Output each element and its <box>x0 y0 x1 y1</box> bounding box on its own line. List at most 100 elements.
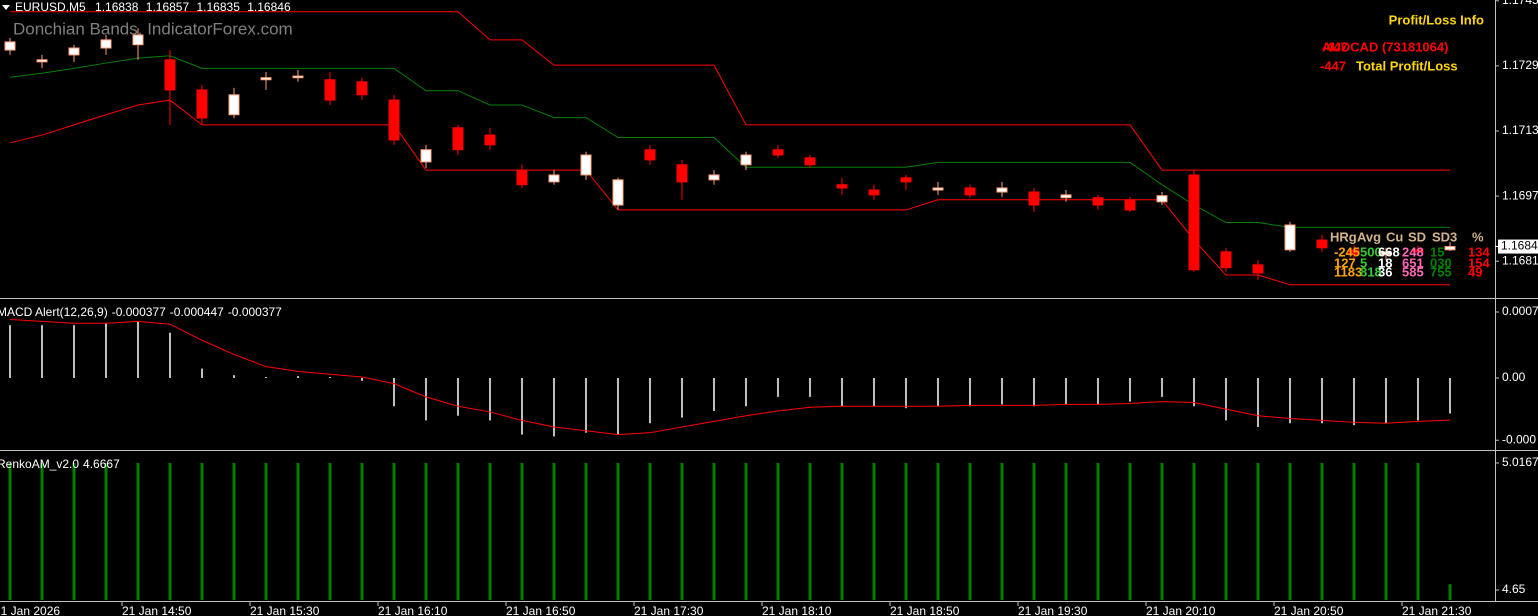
candle-body <box>196 89 208 119</box>
y-tick-label: 1.1745 <box>1502 0 1538 7</box>
candle-body <box>1156 195 1168 203</box>
x-tick-label: 21 Jan 19:30 <box>1018 604 1088 616</box>
symbol: EURUSD,M5 1.16838 1.16857 1.16835 1.1684… <box>15 0 291 14</box>
candle-body <box>740 154 752 166</box>
watermark: Donchian Bands, IndicatorForex.com <box>13 19 293 38</box>
stats-cell: 154 <box>1468 255 1490 270</box>
stats-header: HRg <box>1330 229 1357 244</box>
stats-cell: 18 <box>1378 255 1392 270</box>
indicator-value: -0.000377 <box>112 305 166 319</box>
y-tick-label: 1.1681 <box>1502 253 1538 267</box>
profit-loss-value: -447 <box>1322 39 1348 54</box>
candle-body <box>324 79 336 101</box>
candle-body <box>1028 191 1040 206</box>
x-tick-label: 21 Jan 16:50 <box>506 604 576 616</box>
donchian-band <box>9 99 1450 286</box>
y-tick-label: 1.1697 <box>1502 188 1538 202</box>
stats-header: SD <box>1408 229 1426 244</box>
ohlc-close: 1.16846 <box>247 0 291 14</box>
candle-body <box>452 127 464 151</box>
symbol-name: EURUSD,M5 <box>15 0 86 14</box>
candle-body <box>1060 194 1072 199</box>
candle-body <box>836 184 848 189</box>
candle-body <box>932 187 944 191</box>
profit-loss-value: -447 <box>1320 58 1346 73</box>
stats-cell: 668 <box>1378 244 1400 259</box>
candle-body <box>1380 251 1392 256</box>
x-tick-label: 21 Jan 18:50 <box>890 604 960 616</box>
candle-body <box>548 174 560 183</box>
candle-body <box>36 59 48 63</box>
stats-cell: 36 <box>1378 264 1392 279</box>
last-price-label: 1.1684 <box>1501 239 1538 253</box>
x-tick-label: 21 Jan 15:30 <box>250 604 320 616</box>
donchian-band <box>9 55 1450 228</box>
stats-header: Avg <box>1357 229 1381 244</box>
candle-body <box>1092 197 1104 206</box>
stats-cell: 030 <box>1430 255 1452 270</box>
candle-body <box>708 174 720 181</box>
stats-cell: 15 <box>1430 244 1444 259</box>
collapse-icon <box>2 5 10 10</box>
candle-body <box>1412 249 1424 253</box>
donchian-band <box>10 11 1450 171</box>
candle-body <box>644 149 656 161</box>
x-tick-label: 21 Jan 18:10 <box>762 604 832 616</box>
indicator-value: -0.000447 <box>170 305 224 319</box>
candle-body <box>388 99 400 141</box>
candle-body <box>1316 239 1328 249</box>
indicator-title: MACD Alert(12,26,9) <box>0 305 108 319</box>
y-tick-label: 1.1713 <box>1502 123 1538 137</box>
candle-body <box>484 134 496 146</box>
candle-body <box>1284 224 1296 251</box>
profit-loss-label: Total Profit/Loss <box>1356 58 1458 73</box>
candle-body <box>772 149 784 156</box>
candle-body <box>164 59 176 91</box>
stats-cell: 134 <box>1468 244 1490 259</box>
candle-body <box>804 157 816 166</box>
y-tick-label: 5.0167 <box>1502 455 1538 469</box>
stats-header: % <box>1472 229 1484 244</box>
stats-cell: 5 <box>1360 255 1367 270</box>
candle-body <box>228 94 240 116</box>
y-tick-label: 1.1729 <box>1502 58 1538 72</box>
candle-body <box>1348 249 1360 256</box>
x-tick-label: 21 Jan 16:10 <box>378 604 448 616</box>
candle-body <box>4 41 16 51</box>
candle-body <box>420 149 432 163</box>
candle-body <box>676 164 688 183</box>
stats-cell: 651 <box>1402 255 1424 270</box>
candle-body <box>868 189 880 196</box>
indicator-value: -0.000377 <box>228 305 282 319</box>
candle-body <box>612 179 624 206</box>
y-tick-label: 4.65 <box>1502 582 1526 596</box>
ohlc-open: 1.16838 <box>95 0 139 14</box>
candle-body <box>100 39 112 49</box>
candle-body <box>356 81 368 96</box>
x-tick-label: 21 Jan 14:50 <box>122 604 192 616</box>
candle-body <box>1124 199 1136 211</box>
stats-cell: 127 <box>1334 255 1356 270</box>
x-tick-label: 21 Jan 21:30 <box>1402 604 1472 616</box>
indicator-title: RenkoAM_v2.0 <box>0 457 79 471</box>
candle-body <box>260 77 272 81</box>
stats-cell: 755 <box>1430 264 1452 279</box>
stats-header: Cu <box>1386 229 1403 244</box>
candle-body <box>580 154 592 176</box>
stats-cell: 500 <box>1360 244 1382 259</box>
indicator-title: RenkoAM_v2.0 4.6667 <box>0 457 120 471</box>
y-tick-label: 0.00 <box>1502 370 1526 384</box>
last-price-box <box>1498 239 1538 254</box>
stats-cell: 49 <box>1468 264 1482 279</box>
candle-body <box>68 47 80 56</box>
candle-body <box>292 75 304 79</box>
ohlc-high: 1.16857 <box>146 0 190 14</box>
x-tick-label: 21 Jan 2026 <box>0 604 60 616</box>
stats-cell: 248 <box>1402 244 1424 259</box>
stats-cell: -245 <box>1334 244 1360 259</box>
x-tick-label: 21 Jan 20:10 <box>1146 604 1216 616</box>
